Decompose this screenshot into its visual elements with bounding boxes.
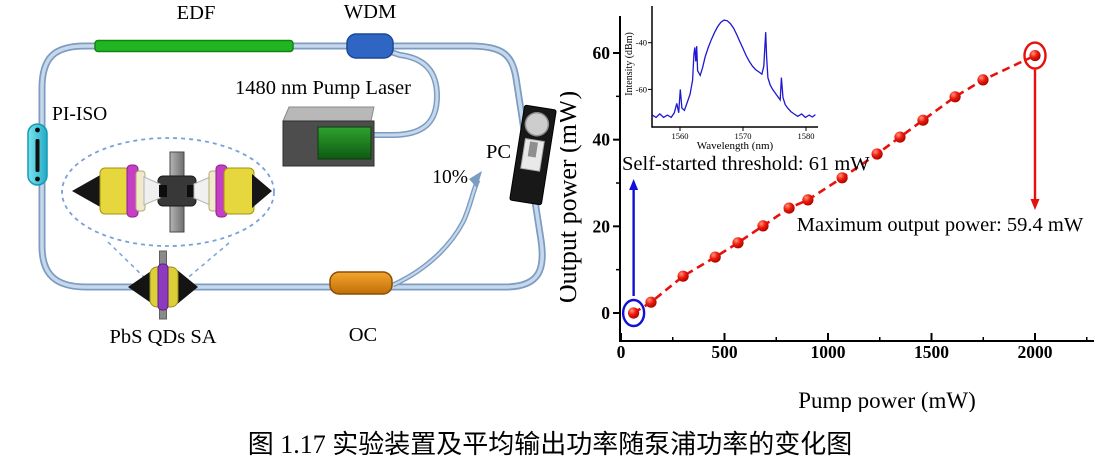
y-tick-label: 20 [593,216,611,236]
figure-caption: 图 1.17 实验装置及平均输出功率随泵浦功率的变化图 [247,430,853,459]
oc-component [329,271,393,295]
inset-y-tick-label: -40 [636,38,647,48]
left-connector-boot [72,174,102,208]
data-point [709,251,721,263]
data-point [628,307,640,319]
sa-right-boot [176,269,198,305]
data-point [677,270,689,282]
oc-label: OC [349,324,377,346]
inset-y-axis-title: Intensity (dBm) [624,32,635,96]
inset-x-axis-title: Wavelength (nm) [697,140,774,152]
tap-ratio-label: 10% [432,167,468,188]
data-point [894,131,906,143]
x-tick-label: 0 [617,342,626,362]
inset-y-tick-label: -60 [636,84,647,94]
left-connector-tip [159,185,167,197]
sa-zoom-line-right [183,242,230,282]
inset-x-tick-label: 1560 [672,131,689,141]
data-point [645,296,657,308]
x-tick-label: 500 [711,342,738,362]
wdm-component [346,33,394,59]
annotation-arrowhead [1030,199,1040,210]
pi-iso-top-dot [35,127,40,133]
sa-left-boot [128,269,154,305]
data-point [836,172,848,184]
inset-spectrum-line [651,19,816,119]
tap-fiber [392,179,479,286]
data-series-line [632,54,1036,315]
pump-laser-top [282,106,375,122]
data-point [783,202,795,214]
x-tick-label: 1000 [811,342,846,362]
inset-x-tick-label: 1580 [798,131,815,141]
right-connector-body [223,167,255,215]
edf-component [94,39,294,53]
annotation-circle [621,298,646,328]
sa-zoom-line-left [107,241,149,282]
tap-fiber-outline [391,178,481,288]
pi-iso-slit [35,139,40,172]
connector-pair [72,151,272,233]
data-point [871,148,883,160]
pc-knob [524,111,550,137]
data-point [949,91,961,103]
data-point [917,114,929,126]
annotation-text: Maximum output power: 59.4 mW [797,214,1084,236]
annotation-arrowhead [629,179,639,190]
sa-label: PbS QDs SA [109,326,216,348]
output-power-chart: 0 500 1000 1500 2000 0 20 40 60 Pump power (mW) Ou… [560,6,1094,412]
y-tick-label: 60 [593,43,611,63]
pump-laser-component [282,106,375,167]
data-point [732,237,744,249]
data-point [977,74,989,86]
pc-label: PC [486,141,511,163]
annotation-circle [1023,41,1047,70]
right-connector-boot [252,174,272,208]
data-point [757,220,769,232]
tap-arrowhead [469,171,482,188]
left-connector-body [99,167,131,215]
fiber-ring [40,44,544,289]
y-axis-title: Output power (mW) [560,91,582,303]
x-tick-label: 1500 [914,342,949,362]
right-connector-tip [187,185,195,197]
wdm-label: WDM [344,1,396,23]
left-connector-ferrule [143,176,161,206]
x-axis-title: Pump power (mW) [798,388,976,412]
sa-ring [157,263,169,311]
pc-paddle [527,141,538,158]
data-point [1029,50,1041,62]
pump-laser-label: 1480 nm Pump Laser [235,77,411,99]
pc-component [509,104,557,206]
pi-iso-component [27,123,48,186]
y-tick-label: 40 [593,130,611,150]
inset-x-tick-label: 1570 [735,131,752,141]
data-point [802,194,814,206]
annotation-text: Self-started threshold: 61 mW [622,153,870,175]
pump-fiber [374,50,439,137]
edf-label: EDF [177,2,216,24]
pi-iso-label: PI-ISO [52,104,107,125]
pump-laser-screen [317,126,372,160]
x-tick-label: 2000 [1018,342,1053,362]
pi-iso-bottom-dot [35,176,40,182]
experimental-setup-diagram: EDF WDM 1480 nm Pump Laser PI-ISO PC 10%… [27,1,557,348]
sa-component [128,250,198,320]
y-tick-label: 0 [601,303,610,323]
